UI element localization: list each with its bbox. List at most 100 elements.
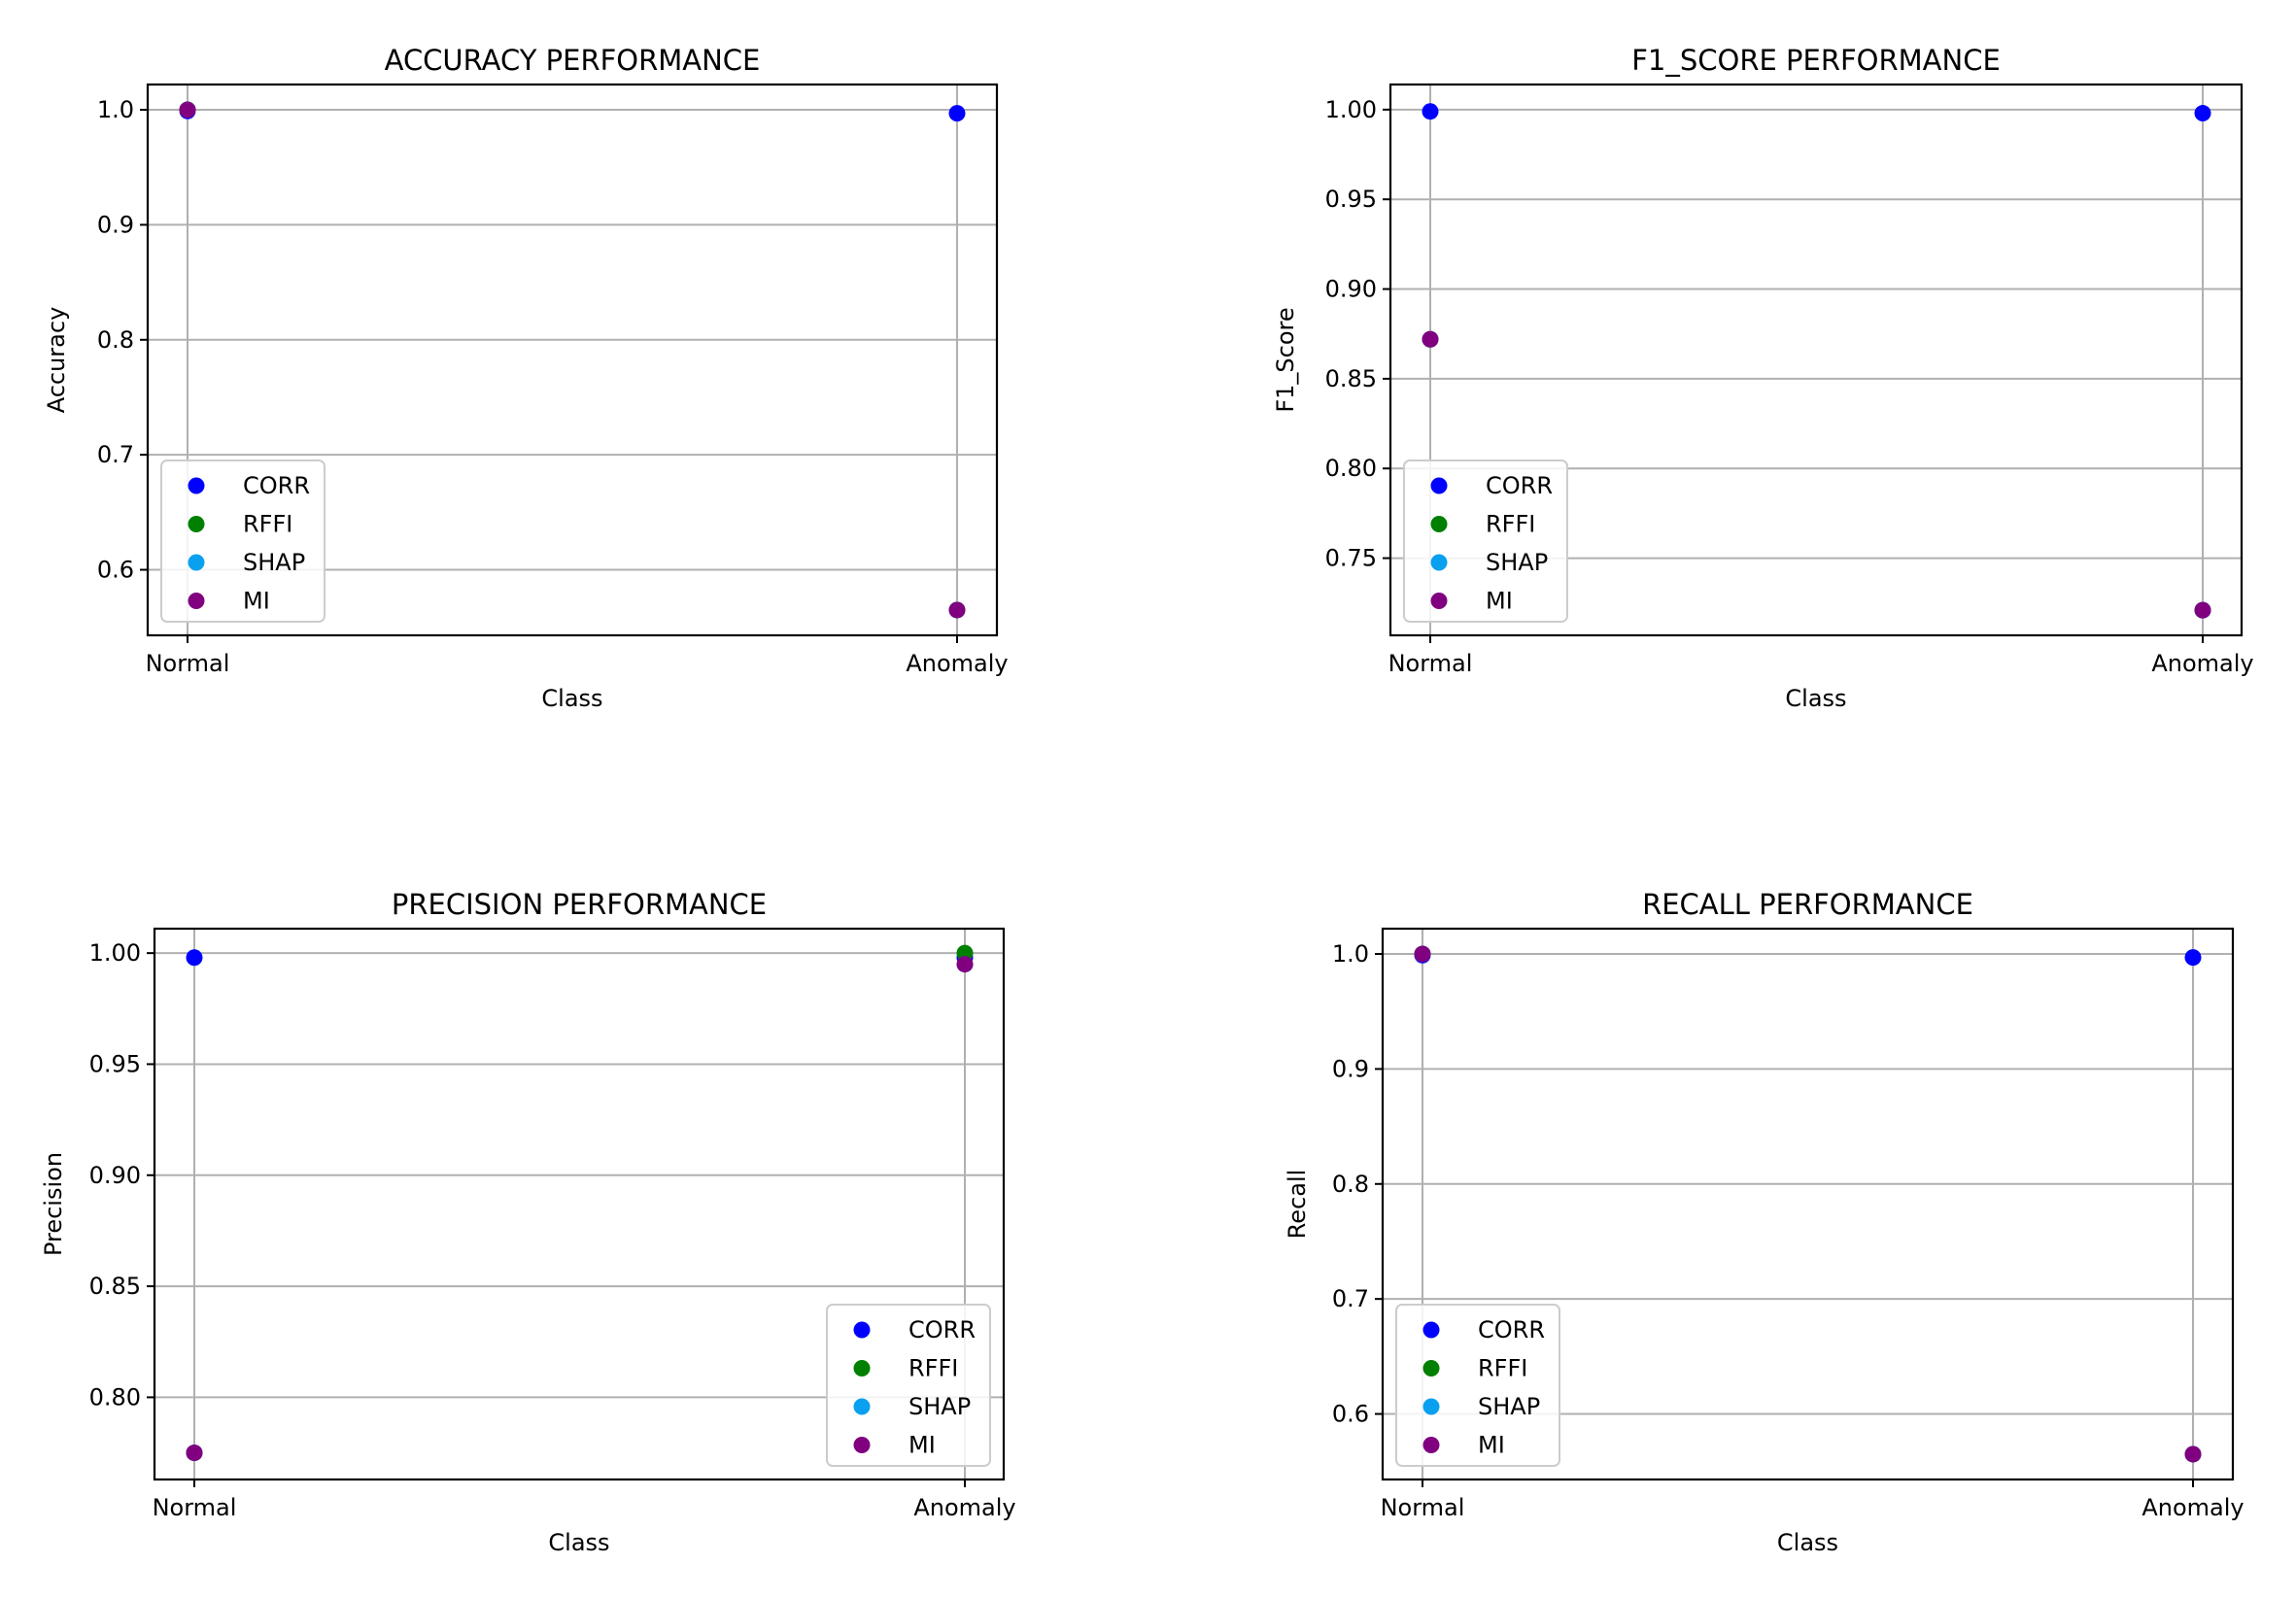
subplot-2 [1383,83,2244,643]
x-tick-label: Normal [1381,1494,1465,1521]
y-axis-label: Precision [40,1152,67,1256]
axes-frame [1381,927,2235,1481]
legend-marker-corr [853,1321,871,1339]
chart-title: F1_SCORE PERFORMANCE [1631,44,2001,77]
legend-label-shap: SHAP [243,549,305,576]
legend-marker-mi [1422,1437,1440,1453]
y-tick-label: 0.90 [1325,276,1377,303]
point-mi-anomaly [956,956,974,973]
y-tick-label: 0.95 [1325,186,1377,213]
legend-label-corr: CORR [908,1316,976,1343]
y-axis-label: F1_Score [1272,307,1299,412]
x-axis-label: Class [548,1529,609,1556]
legend-marker-rffi [1422,1360,1440,1377]
legend: CORR RFFI SHAP MI [826,1304,991,1467]
legend-label-rffi: RFFI [908,1355,958,1382]
legend: CORR RFFI SHAP MI [1403,459,1568,623]
legend-marker-mi [853,1437,871,1453]
chart-title: PRECISION PERFORMANCE [392,888,767,921]
y-tick-label: 1.00 [89,939,141,967]
legend-marker-mi [188,593,205,609]
y-tick-label: 0.9 [1332,1055,1369,1082]
y-tick-label: 0.6 [1332,1401,1369,1428]
legend-label-mi: MI [1478,1432,1505,1459]
y-tick-label: 1.0 [1332,940,1369,968]
legend-label-rffi: RFFI [1486,511,1535,538]
x-tick-label: Anomaly [906,650,1008,677]
legend: CORR RFFI SHAP MI [1395,1304,1560,1467]
legend-marker-rffi [1430,516,1448,532]
y-tick-label: 0.7 [97,441,134,468]
y-tick-label: 0.90 [89,1162,141,1189]
y-tick-label: 1.0 [97,96,134,123]
y-tick-label: 0.8 [97,326,134,354]
legend-label-mi: MI [243,588,270,615]
legend-box [1395,1304,1560,1467]
y-tick-label: 0.80 [89,1383,141,1411]
chart-title: ACCURACY PERFORMANCE [385,44,761,77]
legend-marker-corr [1422,1321,1440,1339]
y-tick-label: 0.75 [1325,545,1377,572]
x-tick-label: Anomaly [913,1494,1015,1521]
y-tick-label: 0.85 [89,1273,141,1300]
legend-box [826,1304,991,1467]
legend-marker-corr [188,477,205,494]
legend-box [160,459,326,623]
y-tick-label: 0.95 [89,1050,141,1077]
y-axis-label: Accuracy [43,307,70,414]
legend-label-mi: MI [908,1432,936,1459]
chart-title: RECALL PERFORMANCE [1642,888,1973,921]
point-mi-normal [186,1445,203,1462]
point-mi-anomaly [2184,1445,2202,1463]
legend-label-rffi: RFFI [1478,1355,1527,1382]
legend-label-mi: MI [1486,588,1513,615]
legend-label-corr: CORR [243,472,310,499]
x-axis-label: Class [1777,1529,1838,1556]
legend-marker-rffi [188,516,205,532]
legend-marker-shap [1422,1398,1440,1415]
subplot-4 [1375,927,2235,1487]
legend-marker-rffi [853,1360,871,1377]
legend-label-shap: SHAP [908,1393,971,1420]
y-tick-label: 0.85 [1325,365,1377,392]
y-tick-label: 0.80 [1325,455,1377,482]
subplot-1 [140,83,999,643]
point-corr-normal [186,949,203,967]
point-corr-anomaly [2194,105,2211,122]
point-mi-normal [179,101,196,119]
x-axis-label: Class [1785,685,1846,712]
axes-frame [153,927,1006,1481]
legend-label-rffi: RFFI [243,511,292,538]
y-axis-label: Recall [1284,1170,1311,1240]
point-mi-normal [1422,330,1439,348]
legend-marker-shap [1430,554,1448,571]
point-corr-anomaly [948,105,966,122]
legend: CORR RFFI SHAP MI [160,459,326,623]
point-corr-anomaly [2184,949,2202,967]
subplot-3 [147,927,1006,1487]
point-mi-anomaly [2194,601,2211,619]
legend-marker-shap [188,554,205,571]
y-tick-label: 0.6 [97,557,134,584]
x-tick-label: Normal [146,650,230,677]
y-tick-label: 0.9 [97,211,134,238]
point-corr-normal [1422,103,1439,120]
x-axis-label: Class [541,685,602,712]
legend-marker-shap [853,1398,871,1415]
legend-label-corr: CORR [1486,472,1553,499]
x-tick-label: Normal [1388,650,1473,677]
legend-label-corr: CORR [1478,1316,1545,1343]
axes-frame [146,83,999,637]
y-tick-label: 0.8 [1332,1171,1369,1198]
legend-marker-mi [1430,593,1448,609]
legend-marker-corr [1430,477,1448,494]
y-tick-label: 1.00 [1325,96,1377,123]
legend-label-shap: SHAP [1478,1393,1540,1420]
point-mi-anomaly [948,601,966,619]
x-tick-label: Anomaly [2151,650,2253,677]
axes-frame [1388,83,2244,637]
x-tick-label: Anomaly [2142,1494,2244,1521]
legend-box [1403,459,1568,623]
x-tick-label: Normal [153,1494,237,1521]
